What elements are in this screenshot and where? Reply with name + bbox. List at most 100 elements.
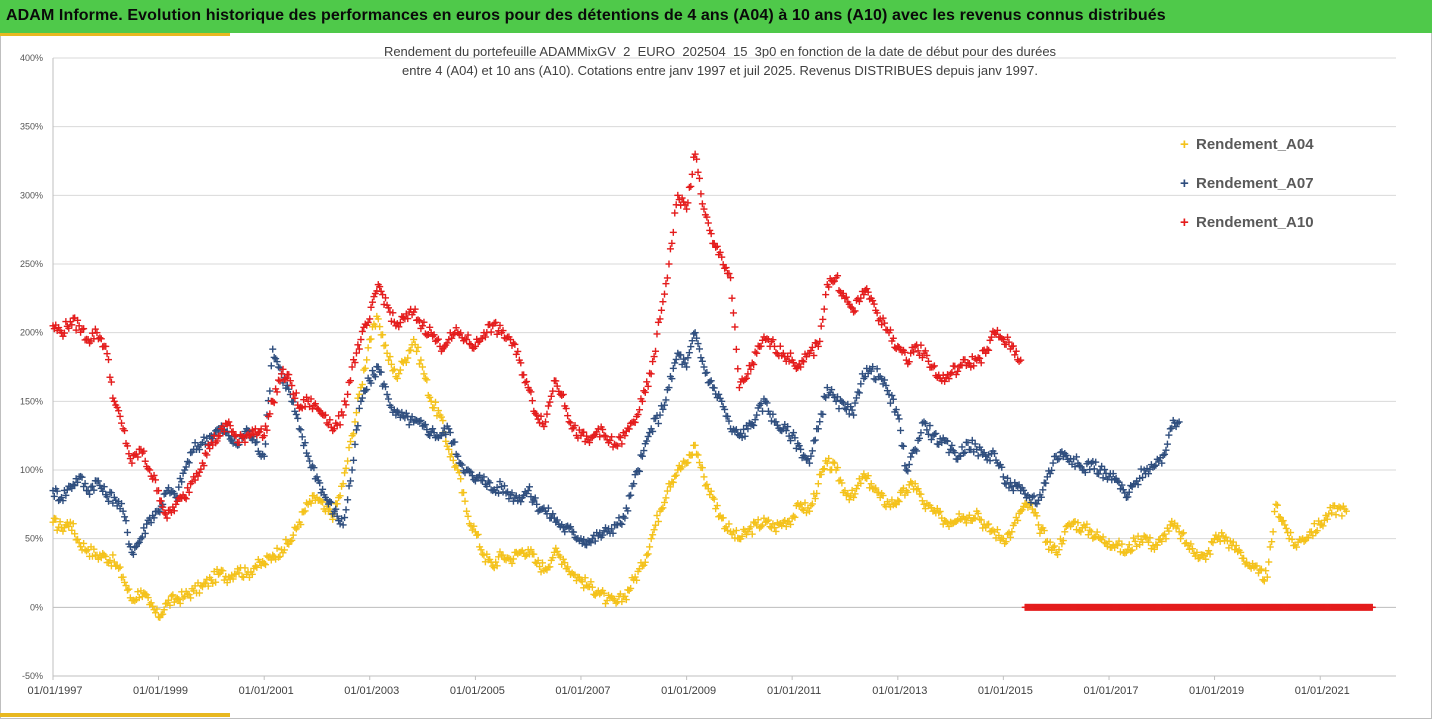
data-point <box>395 370 403 378</box>
data-point <box>402 409 410 417</box>
data-point <box>238 433 246 441</box>
data-point <box>390 318 398 326</box>
data-point <box>600 589 608 597</box>
data-point <box>1048 466 1056 474</box>
data-point <box>1054 551 1062 559</box>
data-point <box>53 526 61 534</box>
data-point <box>725 270 733 278</box>
data-point <box>204 582 212 590</box>
data-point <box>704 219 712 227</box>
data-point <box>105 497 113 505</box>
data-point <box>764 516 772 524</box>
data-point <box>185 459 193 467</box>
data-point <box>170 489 178 497</box>
data-point <box>486 479 494 487</box>
data-point <box>684 459 692 467</box>
data-point <box>381 383 389 391</box>
data-point <box>102 553 110 561</box>
data-point <box>567 419 575 427</box>
data-point <box>918 497 926 505</box>
data-point <box>1030 492 1038 500</box>
data-point <box>656 411 664 419</box>
data-point <box>638 397 646 405</box>
legend-label-a04: Rendement_A04 <box>1196 136 1314 153</box>
data-point <box>355 345 363 353</box>
data-point <box>948 441 956 449</box>
data-point <box>195 446 203 454</box>
data-point <box>1243 558 1251 566</box>
data-point <box>685 183 693 191</box>
data-point <box>426 432 434 440</box>
data-point <box>74 478 82 486</box>
data-point <box>336 421 344 429</box>
data-point <box>1208 538 1216 546</box>
data-point <box>1307 528 1315 536</box>
data-point <box>653 330 661 338</box>
data-point <box>797 363 805 371</box>
data-point <box>907 453 915 461</box>
data-point <box>470 522 478 530</box>
data-point <box>490 319 498 327</box>
data-point <box>941 377 949 385</box>
data-point <box>250 430 258 438</box>
data-point <box>131 597 139 605</box>
data-point <box>276 553 284 561</box>
data-point <box>706 226 714 234</box>
data-point <box>646 543 654 551</box>
data-point <box>721 405 729 413</box>
data-point <box>534 556 542 564</box>
data-point <box>870 375 878 383</box>
y-tick-label: 350% <box>20 122 43 132</box>
data-point <box>897 426 905 434</box>
data-point <box>68 321 76 329</box>
data-point <box>1193 548 1201 556</box>
data-point <box>134 588 142 596</box>
data-point <box>695 345 703 353</box>
data-point <box>347 477 355 485</box>
data-point <box>917 490 925 498</box>
data-point <box>646 429 654 437</box>
data-point <box>201 449 209 457</box>
data-point <box>1011 351 1019 359</box>
data-point <box>1260 577 1268 585</box>
data-point <box>166 601 174 609</box>
data-point <box>845 410 853 418</box>
data-point <box>367 303 375 311</box>
data-point <box>65 522 73 530</box>
data-point <box>1272 500 1280 508</box>
data-point <box>332 505 340 513</box>
data-point <box>1015 481 1023 489</box>
data-point <box>344 457 352 465</box>
data-point <box>1139 473 1147 481</box>
data-point <box>735 384 743 392</box>
data-point <box>118 500 126 508</box>
x-tick-label: 01/01/2007 <box>555 685 610 697</box>
data-point <box>681 359 689 367</box>
data-point <box>344 390 352 398</box>
data-point <box>289 398 297 406</box>
data-point <box>300 508 308 516</box>
data-point <box>270 399 278 407</box>
data-point <box>229 428 237 436</box>
data-point <box>683 363 691 371</box>
data-point <box>182 495 190 503</box>
data-point <box>633 576 641 584</box>
data-point <box>905 460 913 468</box>
data-point <box>807 452 815 460</box>
data-point <box>823 459 831 467</box>
data-point <box>987 333 995 341</box>
data-point <box>357 336 365 344</box>
data-point <box>621 514 629 522</box>
data-point <box>310 464 318 472</box>
data-point <box>279 365 287 373</box>
data-point <box>457 460 465 468</box>
data-point <box>757 399 765 407</box>
data-point <box>650 353 658 361</box>
data-point <box>421 421 429 429</box>
data-point <box>327 499 335 507</box>
data-point <box>229 575 237 583</box>
data-point <box>1134 532 1142 540</box>
data-point <box>1055 455 1063 463</box>
data-point <box>151 476 159 484</box>
data-point <box>894 411 902 419</box>
